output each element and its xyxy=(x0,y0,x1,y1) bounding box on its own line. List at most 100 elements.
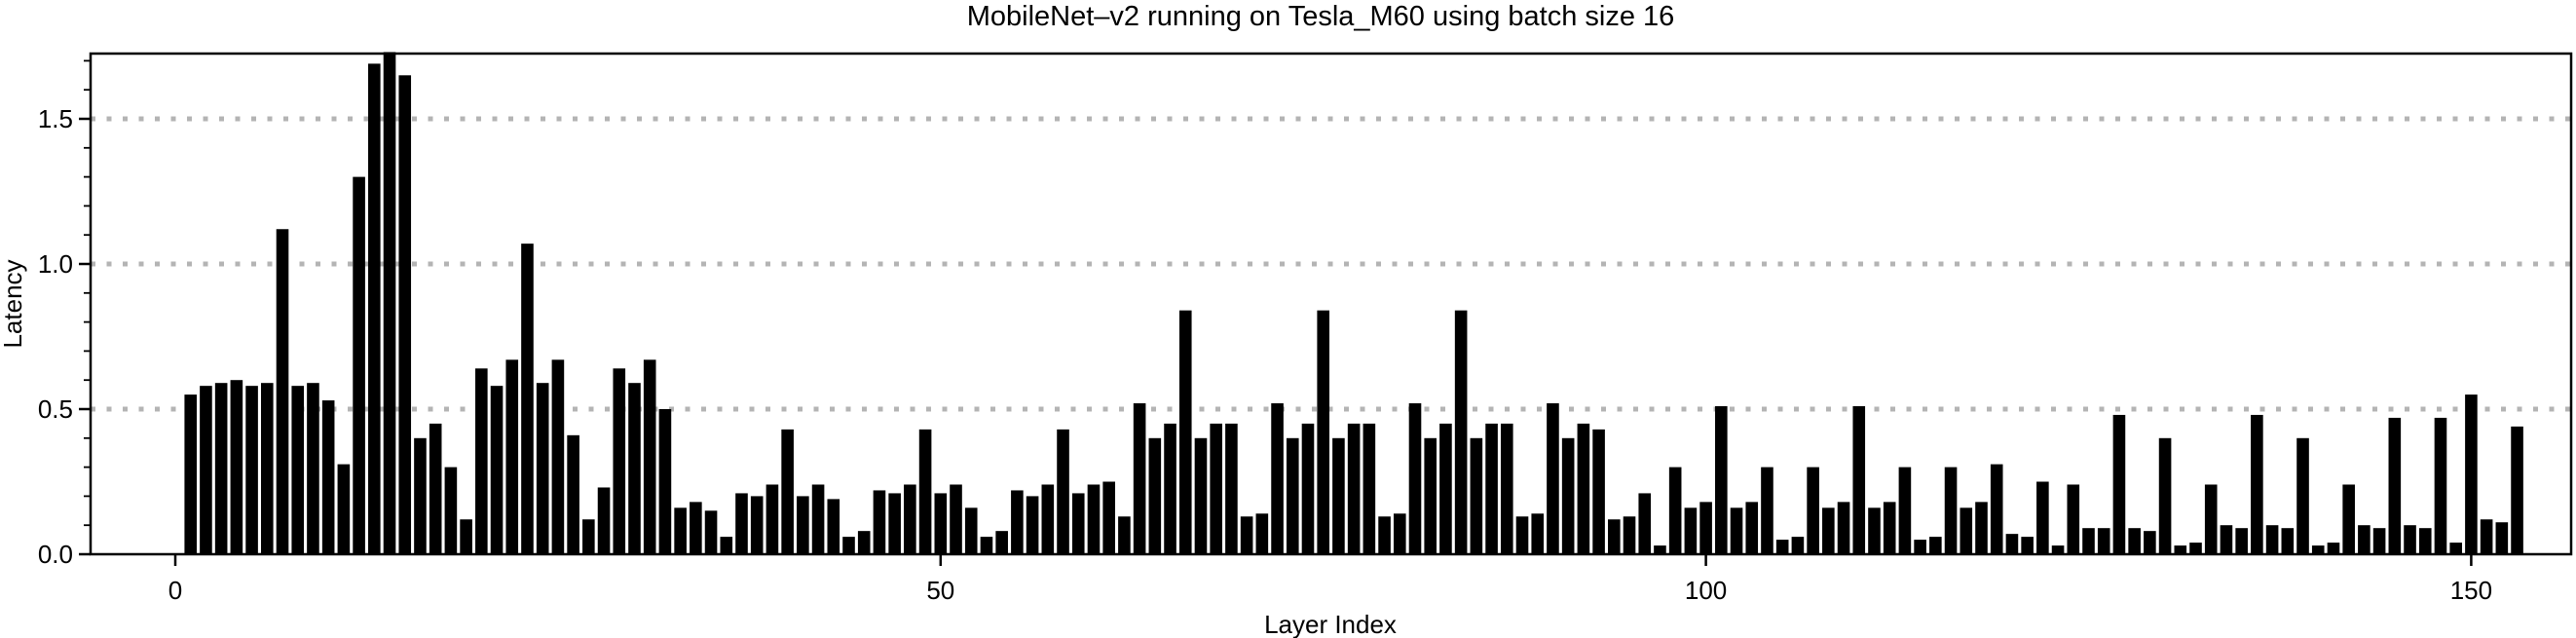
bar xyxy=(704,510,718,554)
bar xyxy=(1164,423,1176,554)
bar xyxy=(1087,484,1101,554)
bar xyxy=(1668,467,1682,554)
bar xyxy=(1577,423,1590,554)
bar xyxy=(567,434,579,554)
bar xyxy=(1791,537,1805,554)
bar xyxy=(2189,543,2202,554)
bar xyxy=(765,484,779,554)
x-axis-label: Layer Index xyxy=(1264,610,1397,638)
bar xyxy=(797,496,809,554)
bar xyxy=(1439,423,1452,554)
bar xyxy=(1470,437,1483,554)
bar xyxy=(1547,403,1559,554)
bar xyxy=(1286,437,1299,554)
bar xyxy=(597,487,611,554)
bar xyxy=(1317,310,1329,554)
bar xyxy=(2449,543,2462,554)
bar xyxy=(1592,429,1605,554)
bar xyxy=(1393,513,1406,554)
x-tick-label: 50 xyxy=(926,576,954,605)
bar xyxy=(383,52,396,554)
bar xyxy=(2220,525,2233,554)
bar xyxy=(1561,437,1575,554)
bar xyxy=(551,359,565,554)
bar xyxy=(1608,519,1621,554)
bar xyxy=(1531,513,1545,554)
bar xyxy=(1057,429,1069,554)
bar xyxy=(1730,507,1743,554)
bar xyxy=(1210,423,1222,554)
bar xyxy=(2281,528,2295,554)
bar xyxy=(2051,545,2065,554)
bar xyxy=(1102,481,1115,554)
bar xyxy=(1454,310,1468,554)
bar xyxy=(307,383,319,554)
bar xyxy=(582,519,595,554)
bar xyxy=(2296,437,2309,554)
bar xyxy=(2082,528,2095,554)
bar xyxy=(1852,406,1866,554)
y-tick-label: 0.5 xyxy=(38,394,73,424)
bar xyxy=(2158,437,2172,554)
bar xyxy=(1178,310,1192,554)
bar xyxy=(184,394,198,554)
bar xyxy=(1347,423,1361,554)
bar xyxy=(1408,403,1422,554)
bar xyxy=(2327,543,2340,554)
bar xyxy=(291,386,305,554)
bar xyxy=(200,386,212,554)
bar xyxy=(904,484,916,554)
y-tick-label: 1.5 xyxy=(38,104,73,133)
bar xyxy=(950,484,962,554)
bar xyxy=(1363,423,1376,554)
bars-group xyxy=(184,52,2523,555)
bar xyxy=(1148,437,1162,554)
bar xyxy=(873,490,886,554)
bar xyxy=(628,383,641,554)
bar xyxy=(245,386,258,554)
bar xyxy=(2372,528,2386,554)
y-tick-label: 1.0 xyxy=(38,249,73,279)
bar xyxy=(2251,414,2263,554)
bar xyxy=(230,380,243,554)
bar xyxy=(321,400,335,554)
bar xyxy=(260,383,274,554)
bar xyxy=(1837,502,1850,554)
bar xyxy=(995,531,1008,554)
bar xyxy=(1638,493,1652,554)
bar xyxy=(613,368,626,554)
bar xyxy=(2144,531,2156,554)
bar xyxy=(398,75,412,555)
bar xyxy=(674,507,687,554)
bar xyxy=(1301,423,1315,554)
bar xyxy=(337,464,351,554)
x-tick-label: 150 xyxy=(2450,576,2492,605)
bar xyxy=(429,423,442,554)
y-tick-label: 0.0 xyxy=(38,540,73,569)
bar xyxy=(353,176,365,554)
bar xyxy=(735,493,748,554)
bar xyxy=(1684,507,1698,554)
bar xyxy=(1332,437,1345,554)
bar xyxy=(842,537,855,554)
bar xyxy=(1898,467,1912,554)
bar xyxy=(490,386,504,554)
chart-title: MobileNet–v2 running on Tesla_M60 using … xyxy=(967,1,1675,32)
bar xyxy=(1378,516,1391,554)
bar xyxy=(964,507,978,554)
bar xyxy=(276,229,289,555)
bar xyxy=(1133,403,1146,554)
bar xyxy=(444,467,458,554)
bar xyxy=(750,496,764,554)
bar xyxy=(2036,481,2049,554)
bar xyxy=(1500,423,1513,554)
bar xyxy=(214,383,228,554)
bar xyxy=(1255,513,1269,554)
bar xyxy=(2311,545,2325,554)
bar xyxy=(1822,507,1835,554)
x-tick-label: 100 xyxy=(1685,576,1727,605)
bar xyxy=(2342,484,2355,554)
bar xyxy=(1194,437,1208,554)
bar xyxy=(2418,528,2432,554)
